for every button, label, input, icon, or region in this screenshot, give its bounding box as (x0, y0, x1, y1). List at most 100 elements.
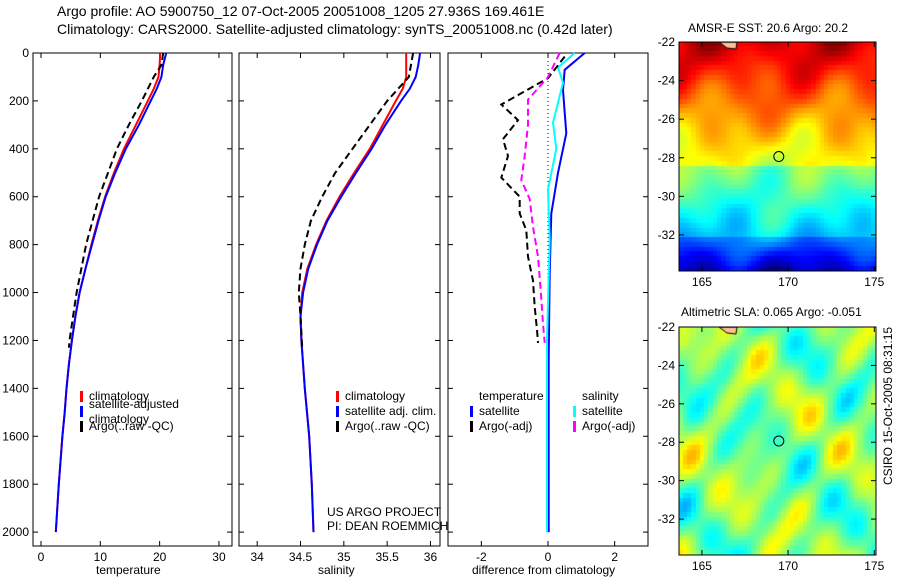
y-tick-label: 800 (9, 238, 29, 252)
series-line-temperature-satellite (547, 52, 586, 533)
y-tick-label: -30 (658, 474, 676, 488)
y-tick-label: 1200 (2, 333, 29, 347)
difference-temperature-legend: temperature satellite Argo(-adj) (470, 389, 544, 434)
series-line-satellite-adj-clim (299, 52, 422, 533)
legend-label: satellite (582, 404, 623, 418)
temperature-legend: climatology satellite-adjusted climatolo… (80, 389, 238, 451)
legend-label: Argo(..raw -QC) (345, 419, 430, 433)
x-tick-label: 35 (337, 550, 351, 564)
difference-salinity-legend: salinity satellite Argo(-adj) (573, 389, 635, 434)
x-tick-label: 165 (692, 559, 712, 573)
x-tick-label: 175 (864, 275, 884, 289)
x-tick-label: 35.5 (375, 550, 399, 564)
sla-map-title: Altimetric SLA: 0.065 Argo: -0.051 (681, 305, 862, 319)
legend-item-climatology: climatology (80, 389, 238, 404)
series-line-temperature-argo-adj (499, 55, 566, 343)
legend-item-argo: Argo(..raw -QC) (336, 419, 436, 434)
y-tick-label: -32 (658, 512, 676, 526)
legend-item-satellite: satellite adj. clim. (336, 404, 436, 419)
legend-swatch (80, 421, 83, 432)
series-line-climatology (54, 52, 162, 533)
timestamp-label: CSIRO 15-Oct-2005 08:31:15 (881, 326, 895, 485)
legend-swatch (336, 391, 339, 402)
x-tick-label: 170 (778, 275, 798, 289)
legend-item-climatology: climatology (336, 389, 436, 404)
x-tick-label: 170 (778, 559, 798, 573)
y-tick-label: 1800 (2, 477, 29, 491)
legend-swatch (470, 421, 473, 432)
credit-project: US ARGO PROJECT (327, 505, 442, 519)
legend-label: satellite-adjusted climatology (88, 396, 179, 426)
y-tick-label: -24 (658, 358, 676, 372)
x-tick-label: 10 (94, 550, 108, 564)
y-tick-label: 1600 (2, 429, 29, 443)
sst-map-image (679, 42, 876, 271)
series-line-salinity-argo-adj (520, 52, 561, 343)
y-tick-label: -22 (658, 320, 676, 334)
legend-swatch (336, 406, 339, 417)
sst-map-title: AMSR-E SST: 20.6 Argo: 20.2 (688, 21, 849, 35)
x-tick-label: 30 (212, 550, 226, 564)
x-tick-label: 0 (545, 550, 552, 564)
x-tick-label: 0 (38, 550, 45, 564)
series-line-climatology (299, 53, 408, 533)
figure-title-line1: Argo profile: AO 5900750_12 07-Oct-2005 … (57, 3, 545, 19)
legend-item-satellite: satellite-adjusted climatology (80, 397, 238, 426)
y-tick-label: -26 (658, 112, 676, 126)
legend-item-sal-satellite: satellite (573, 404, 635, 419)
legend-label: Argo(..raw -QC) (89, 419, 174, 433)
figure-title-line2: Climatology: CARS2000. Satellite-adjuste… (57, 21, 613, 37)
legend-header: temperature (470, 389, 544, 404)
legend-swatch (573, 406, 576, 417)
legend-item-temp-satellite: satellite (470, 404, 544, 419)
x-tick-label: 34 (251, 550, 265, 564)
y-tick-label: -28 (658, 435, 676, 449)
y-tick-label: 0 (22, 46, 29, 60)
series-line-argo-raw-qc (297, 52, 415, 348)
series-line-salinity-satellite (546, 52, 576, 533)
y-tick-label: 600 (9, 190, 29, 204)
legend-swatch (80, 406, 83, 417)
axes-frame (238, 52, 441, 547)
legend-label: Argo(-adj) (582, 419, 636, 433)
x-axis-label-difference: difference from climatology (472, 563, 616, 577)
x-tick-label: 2 (611, 550, 618, 564)
legend-item-sal-argo: Argo(-adj) (573, 419, 635, 434)
y-tick-label: 200 (9, 94, 29, 108)
legend-label: satellite adj. clim. (345, 404, 437, 418)
legend-swatch (80, 391, 83, 402)
legend-header-label: salinity (582, 389, 619, 403)
x-tick-label: 165 (692, 275, 712, 289)
legend-swatch (573, 421, 576, 432)
y-tick-label: -30 (658, 189, 676, 203)
y-tick-label: 2000 (2, 525, 29, 539)
x-tick-label: 36 (424, 550, 438, 564)
x-tick-label: 34.5 (289, 550, 313, 564)
legend-label: satellite (479, 404, 520, 418)
axes-frame (678, 41, 877, 272)
y-tick-label: -22 (658, 35, 676, 49)
legend-swatch (470, 406, 473, 417)
x-tick-label: -2 (476, 550, 487, 564)
x-axis-label-salinity: salinity (318, 563, 355, 577)
axes-frame (678, 326, 877, 556)
y-tick-label: -26 (658, 397, 676, 411)
x-tick-label: 175 (864, 559, 884, 573)
series-line-argo-raw-qc (67, 52, 165, 348)
y-tick-label: -32 (658, 228, 676, 242)
sla-map-image (679, 327, 876, 555)
legend-header: salinity (573, 389, 635, 404)
y-tick-label: 1000 (2, 286, 29, 300)
legend-header-label: temperature (479, 389, 544, 403)
legend-label: climatology (89, 389, 150, 403)
legend-swatch (336, 421, 339, 432)
x-tick-label: 20 (153, 550, 167, 564)
y-tick-label: -24 (658, 74, 676, 88)
series-line-satellite-adjusted-climatology (54, 52, 168, 533)
legend-item-argo: Argo(..raw -QC) (80, 419, 238, 434)
y-tick-label: 400 (9, 142, 29, 156)
legend-label: climatology (345, 389, 406, 403)
axes-frame (32, 52, 233, 547)
salinity-legend: climatology satellite adj. clim. Argo(..… (336, 389, 436, 434)
